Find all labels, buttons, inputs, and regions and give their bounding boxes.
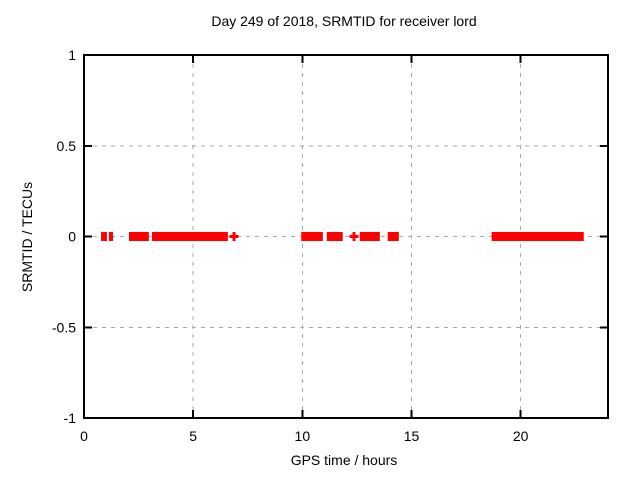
y-tick-label: 0 [68,229,76,245]
data-segment [359,232,380,241]
data-segment [301,232,323,241]
data-segment [151,232,228,241]
y-tick-label: -1 [64,410,77,426]
data-segment [326,232,343,241]
data-segment [128,232,149,241]
x-tick-label: 5 [189,428,197,444]
data-segment [108,232,114,241]
data-segment [491,232,584,241]
y-tick-label: 1 [68,47,76,63]
chart-title: Day 249 of 2018, SRMTID for receiver lor… [211,13,477,29]
x-axis-label: GPS time / hours [290,452,398,468]
x-tick-label: 0 [80,428,88,444]
y-tick-label: -0.5 [52,319,76,335]
plot-border [83,54,609,419]
x-tick-label: 15 [404,428,420,444]
data-segment [101,232,107,241]
x-tick-label: 20 [513,428,529,444]
data-segment [387,232,399,241]
x-tick-label: 10 [295,428,311,444]
y-tick-label: 0.5 [57,138,77,154]
y-axis-label: SRMTID / TECUs [19,181,35,293]
